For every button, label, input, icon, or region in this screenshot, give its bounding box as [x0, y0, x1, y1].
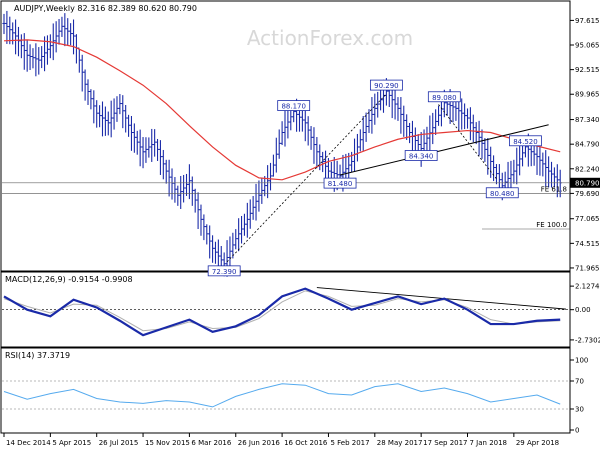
x-tick-label: 26 Jul 2015 — [99, 439, 139, 447]
x-tick-label: 29 Apr 2018 — [516, 439, 559, 447]
price-annotation-label: 84.340 — [409, 153, 434, 161]
macd-signal-line — [3, 290, 561, 332]
fe-level-label: FE 100.0 — [536, 221, 567, 229]
ohlc-values: 82.316 82.389 80.620 80.790 — [77, 4, 197, 13]
current-price-label: 80.790 — [575, 179, 600, 187]
macd-y-tick-label: 0.00 — [575, 306, 591, 314]
price-y-tick-label: 97.615 — [575, 17, 600, 25]
x-axis: 14 Dec 2014 5 Apr 2015 26 Jul 2015 15 Nov 2… — [3, 433, 559, 447]
price-y-tick-label: 71.965 — [575, 264, 600, 272]
price-layer: 97.615 95.065 92.515 89.965 87.340 84.790 82.2… — [2, 10, 600, 277]
x-tick-label: 15 Nov 2015 — [145, 439, 190, 447]
price-annotation-label: 81.480 — [328, 180, 353, 188]
price-y-tick-label: 92.515 — [575, 66, 600, 74]
current-price-tag — [570, 177, 600, 188]
price-annotation-box — [277, 100, 311, 111]
price-annotation-box — [485, 187, 519, 199]
x-tick-label: 5 Apr 2015 — [52, 439, 91, 447]
rsi-layer: 100 70 30 0 — [2, 357, 588, 435]
x-tick-label: 6 Mar 2016 — [191, 439, 231, 447]
rising-trend-line — [339, 124, 549, 176]
rsi-y-tick-label: 100 — [575, 357, 588, 365]
price-annotation-label: 89.080 — [432, 94, 457, 102]
price-annotation-box — [509, 135, 542, 147]
fe-level-label: FE 61.8 — [541, 185, 567, 193]
watermark: ActionForex.com — [247, 26, 413, 50]
price-annotation-box — [207, 265, 241, 277]
x-tick-label: 7 Jan 2018 — [470, 439, 508, 447]
rsi-panel — [0, 347, 571, 434]
price-annotation-box — [323, 177, 357, 189]
macd-title: MACD(12,26,9) -0.9154 -0.9908 — [5, 275, 133, 284]
price-y-tick-label: 87.340 — [575, 116, 600, 124]
macd-y-tick-label: -2.7302 — [575, 336, 600, 344]
rsi-line — [3, 383, 561, 408]
x-tick-label: 28 May 2017 — [377, 439, 423, 447]
macd-y-tick-label: 2.1274 — [575, 283, 600, 291]
sma-line — [3, 39, 561, 181]
price-y-tick-label: 95.065 — [575, 42, 600, 50]
rsi-title: RSI(14) 37.3719 — [5, 351, 70, 360]
rsi-y-tick-label: 70 — [575, 378, 584, 386]
price-y-tick-label: 74.515 — [575, 240, 600, 248]
price-annotation-box — [427, 91, 461, 103]
price-y-tick-label: 77.065 — [575, 215, 600, 223]
symbol-title: AUDJPY,Weekly — [14, 4, 75, 13]
price-title: AUDJPY,Weekly 82.316 82.389 80.620 80.79… — [14, 4, 197, 13]
price-y-tick-label: 89.965 — [575, 91, 600, 99]
rsi-y-tick-label: 30 — [575, 406, 584, 414]
price-y-tick-label: 84.790 — [575, 141, 600, 149]
macd-layer: 2.1274 0.00 -2.7302 — [2, 283, 600, 344]
price-annotation-label: 84.520 — [513, 138, 538, 146]
price-y-tick-label: 82.240 — [575, 165, 600, 173]
x-tick-label: 14 Dec 2014 — [6, 439, 51, 447]
x-tick-label: 17 Sep 2017 — [423, 439, 467, 447]
x-tick-label: 26 Jun 2016 — [238, 439, 281, 447]
price-annotation-label: 80.480 — [490, 190, 515, 198]
dashed-trend-line — [226, 93, 387, 263]
price-y-tick-label: 79.690 — [575, 190, 600, 198]
price-annotation-label: 72.390 — [212, 268, 237, 276]
rsi-y-tick-label: 0 — [575, 427, 579, 435]
macd-line — [3, 287, 561, 337]
price-annotation-label: 90.290 — [374, 82, 399, 90]
price-annotation-label: 88.170 — [281, 103, 306, 111]
x-tick-label: 5 Feb 2017 — [330, 439, 369, 447]
price-annotation-box — [404, 150, 438, 161]
price-annotation-box — [369, 79, 403, 91]
x-tick-label: 16 Oct 2016 — [284, 439, 328, 447]
